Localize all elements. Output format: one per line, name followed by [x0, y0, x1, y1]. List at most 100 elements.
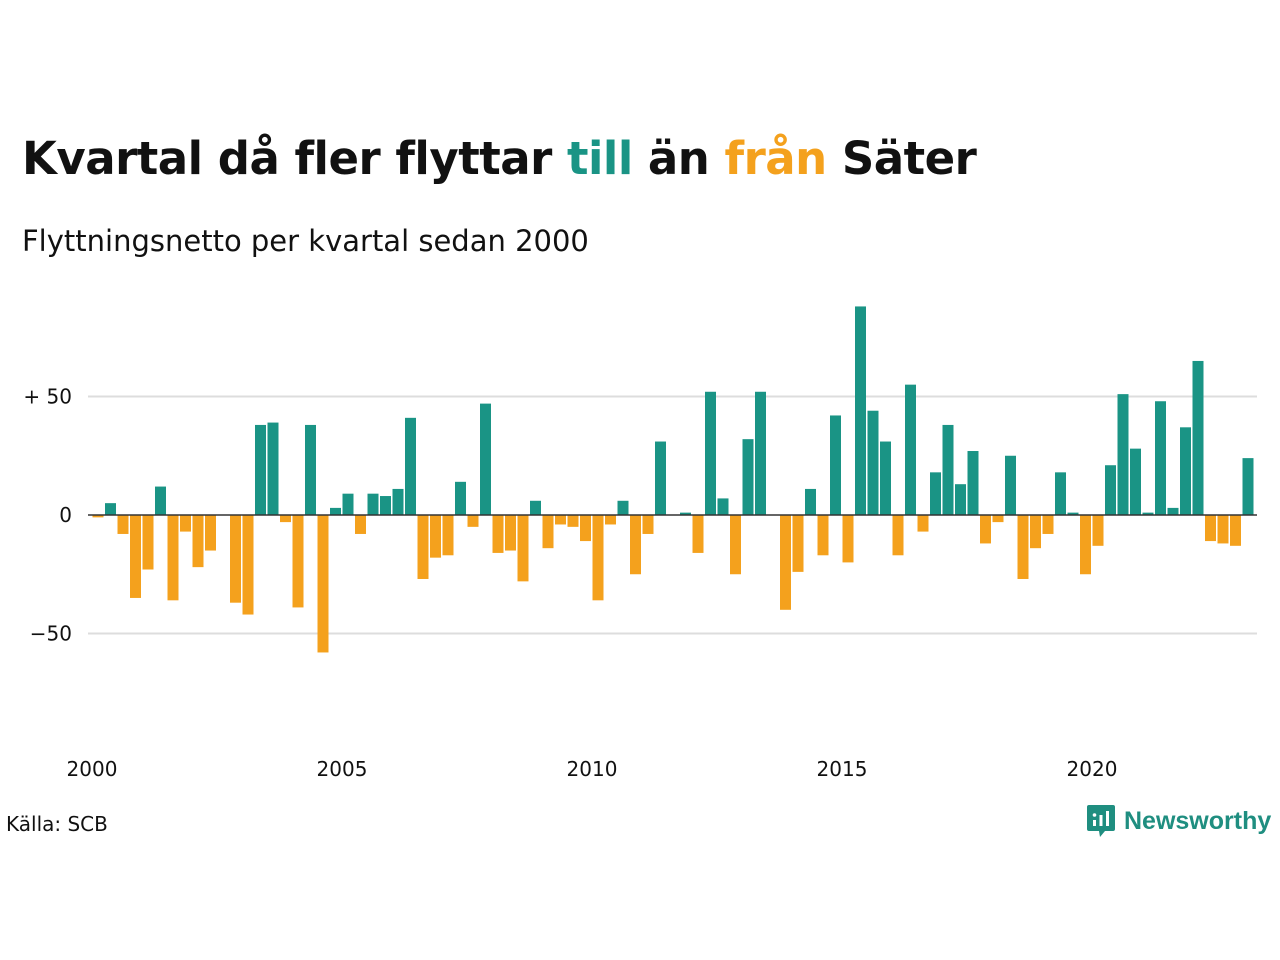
- title-positive-word: till: [566, 132, 633, 185]
- bar: [1142, 512, 1154, 515]
- bar: [1167, 507, 1179, 515]
- bar: [267, 422, 279, 515]
- bar: [392, 488, 404, 515]
- bar: [805, 488, 816, 515]
- bar: [1117, 394, 1129, 515]
- bar: [130, 515, 141, 598]
- y-tick-label: 0: [59, 503, 72, 527]
- bar: [580, 515, 591, 542]
- bar: [830, 415, 841, 515]
- bar: [617, 500, 629, 515]
- bar: [405, 417, 416, 515]
- source-note: Källa: SCB: [6, 812, 108, 836]
- bar: [442, 515, 454, 556]
- bar: [92, 515, 104, 518]
- bar: [592, 515, 604, 601]
- bar: [730, 515, 741, 575]
- bar: [1105, 465, 1116, 515]
- bar: [480, 403, 491, 515]
- bar: [917, 515, 929, 532]
- title-end: Säter: [841, 132, 977, 185]
- bar: [517, 515, 529, 582]
- y-tick-label: −50: [30, 622, 72, 646]
- y-tick-label: + 50: [23, 385, 72, 409]
- bar: [1080, 515, 1091, 575]
- x-tick-label: 2020: [1067, 757, 1118, 781]
- bar: [367, 493, 379, 515]
- bar: [630, 515, 641, 575]
- bar: [1005, 455, 1016, 515]
- bar: [280, 515, 291, 523]
- title-negative-word: från: [724, 132, 828, 185]
- bar: [817, 515, 829, 556]
- bar: [842, 515, 854, 563]
- bar: [192, 515, 204, 568]
- bar: [892, 515, 904, 556]
- bar: [180, 515, 191, 532]
- bar: [342, 493, 354, 515]
- bar: [242, 515, 254, 615]
- title-part-1: Kvartal då fler flyttar: [22, 132, 552, 185]
- bar: [380, 496, 391, 515]
- bar: [1217, 515, 1229, 544]
- bar: [967, 451, 979, 515]
- bar: [1130, 448, 1141, 515]
- bar: [317, 515, 329, 653]
- bar: [855, 306, 866, 515]
- bar: [1155, 401, 1166, 515]
- bar: [142, 515, 154, 570]
- bar: [330, 507, 341, 515]
- bar: [680, 512, 691, 515]
- bar: [542, 515, 554, 549]
- bar: [992, 515, 1004, 523]
- bar-chart: + 50 0 −50 2000 2005 2010 2015 2020: [23, 306, 1257, 781]
- bar: [567, 515, 579, 527]
- bar: [255, 424, 266, 515]
- title-middle: än: [647, 132, 710, 185]
- brand-name: Newsworthy: [1124, 806, 1272, 835]
- bar: [1180, 427, 1191, 515]
- bar: [955, 484, 966, 515]
- bar: [1042, 515, 1054, 534]
- bar: [717, 498, 729, 515]
- bar: [205, 515, 216, 551]
- bar: [230, 515, 241, 603]
- bar: [1230, 515, 1241, 546]
- bar: [1205, 515, 1216, 542]
- newsworthy-logo-icon: [1087, 805, 1115, 837]
- bar: [655, 441, 666, 515]
- bar: [980, 515, 991, 544]
- bar: [555, 515, 566, 525]
- bar: [155, 486, 166, 515]
- bar: [455, 481, 466, 515]
- bar: [430, 515, 441, 558]
- chart-subtitle: Flyttningsnetto per kvartal sedan 2000: [22, 224, 589, 258]
- bar: [167, 515, 179, 601]
- bar: [505, 515, 516, 551]
- brand-logo: Newsworthy: [1086, 803, 1271, 839]
- chart-title: Kvartal då fler flyttar till än från Sät…: [22, 132, 977, 185]
- bar: [742, 439, 754, 515]
- bar: [355, 515, 366, 534]
- bar: [692, 515, 704, 553]
- bar: [905, 384, 916, 515]
- bar: [105, 503, 116, 515]
- bar: [1017, 515, 1029, 579]
- bar: [1242, 458, 1254, 515]
- bar: [942, 424, 954, 515]
- x-tick-label: 2015: [817, 757, 868, 781]
- bar: [1067, 512, 1079, 515]
- bar: [642, 515, 654, 534]
- bar: [1055, 472, 1066, 515]
- bar: [780, 515, 791, 610]
- x-tick-label: 2005: [317, 757, 368, 781]
- bar: [467, 515, 479, 527]
- bar: [417, 515, 429, 579]
- bar: [530, 500, 541, 515]
- bar: [1092, 515, 1104, 546]
- bar: [305, 424, 316, 515]
- bar: [292, 515, 304, 608]
- bar: [705, 391, 716, 515]
- bar: [880, 441, 891, 515]
- x-tick-label: 2000: [67, 757, 118, 781]
